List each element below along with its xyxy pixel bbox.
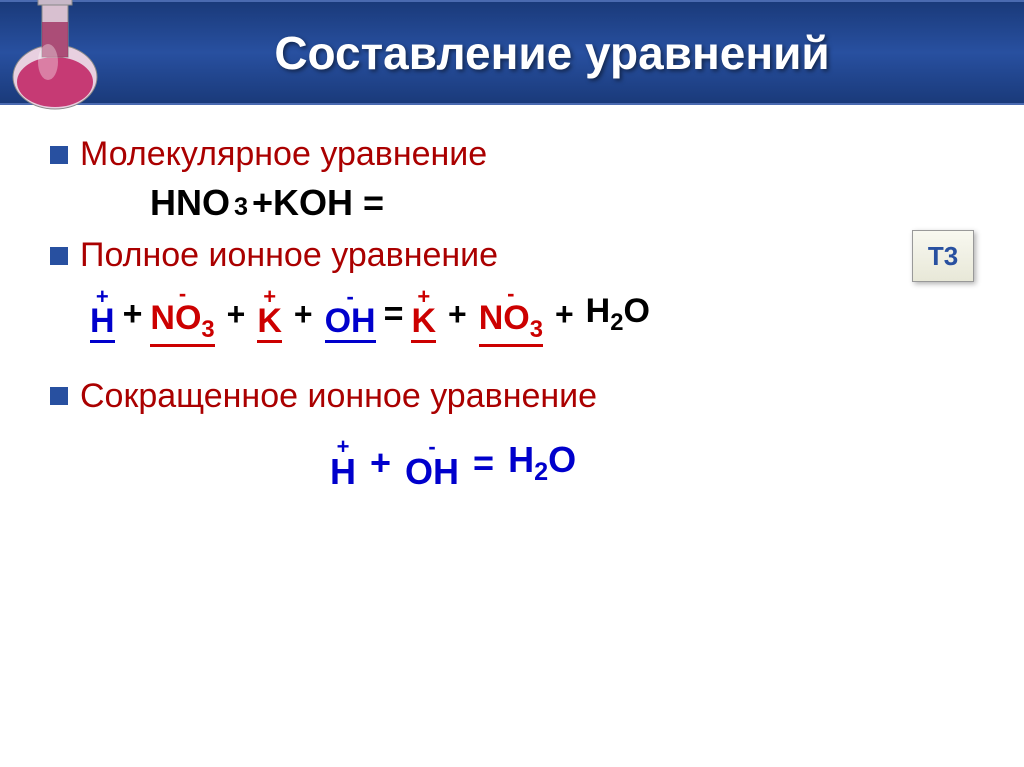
full-ionic-equation: + H + - NO3 + + K + - OH = + K + <box>90 283 984 347</box>
t3-button[interactable]: Т3 <box>912 230 974 282</box>
slide-header: Составление уравнений <box>0 0 1024 105</box>
plus-sign: + <box>294 296 313 333</box>
molecular-section: Молекулярное уравнение HNO3+KOH = <box>50 135 984 224</box>
plus-sign: + <box>370 442 391 484</box>
short-ionic-section: Сокращенное ионное уравнение + H + - OH … <box>50 377 984 490</box>
short-ionic-equation: + H + - OH = H2O <box>330 436 984 490</box>
molecular-eq-part1: HNO <box>150 182 230 224</box>
molecular-equation: HNO3+KOH = <box>150 182 984 224</box>
molecular-label: Молекулярное уравнение <box>80 135 487 174</box>
plus-sign: + <box>227 296 246 333</box>
full-ionic-section: Полное ионное уравнение + H + - NO3 + + … <box>50 236 984 347</box>
ion-h-short: + H <box>330 436 356 490</box>
ion-oh: - OH <box>325 286 376 343</box>
ion-oh-short: - OH <box>405 436 459 490</box>
short-ionic-label-row: Сокращенное ионное уравнение <box>50 377 984 416</box>
equals-sign: = <box>473 442 494 484</box>
bullet-icon <box>50 146 68 164</box>
ion-no3-1: - NO3 <box>150 283 214 347</box>
molecular-eq-part2: +KOH = <box>252 182 384 224</box>
plus-sign: + <box>448 296 467 333</box>
h2o-short: H2O <box>508 439 576 487</box>
ion-k2: + K <box>411 286 436 343</box>
ion-k1: + K <box>257 286 282 343</box>
molecular-label-row: Молекулярное уравнение <box>50 135 984 174</box>
full-ionic-label-row: Полное ионное уравнение <box>50 236 984 275</box>
ion-no3-2: - NO3 <box>479 283 543 347</box>
slide-content: Молекулярное уравнение HNO3+KOH = Полное… <box>0 105 1024 522</box>
bullet-icon <box>50 387 68 405</box>
flask-icon <box>0 0 120 112</box>
molecular-eq-sub: 3 <box>234 193 248 222</box>
h2o: H2O <box>586 292 650 337</box>
full-ionic-label: Полное ионное уравнение <box>80 236 498 275</box>
plus-sign: + <box>123 295 143 334</box>
bullet-icon <box>50 247 68 265</box>
plus-sign: + <box>555 296 574 333</box>
ion-h: + H <box>90 286 115 343</box>
equals-sign: = <box>384 295 404 334</box>
short-ionic-label: Сокращенное ионное уравнение <box>80 377 597 416</box>
slide-title: Составление уравнений <box>274 26 829 80</box>
